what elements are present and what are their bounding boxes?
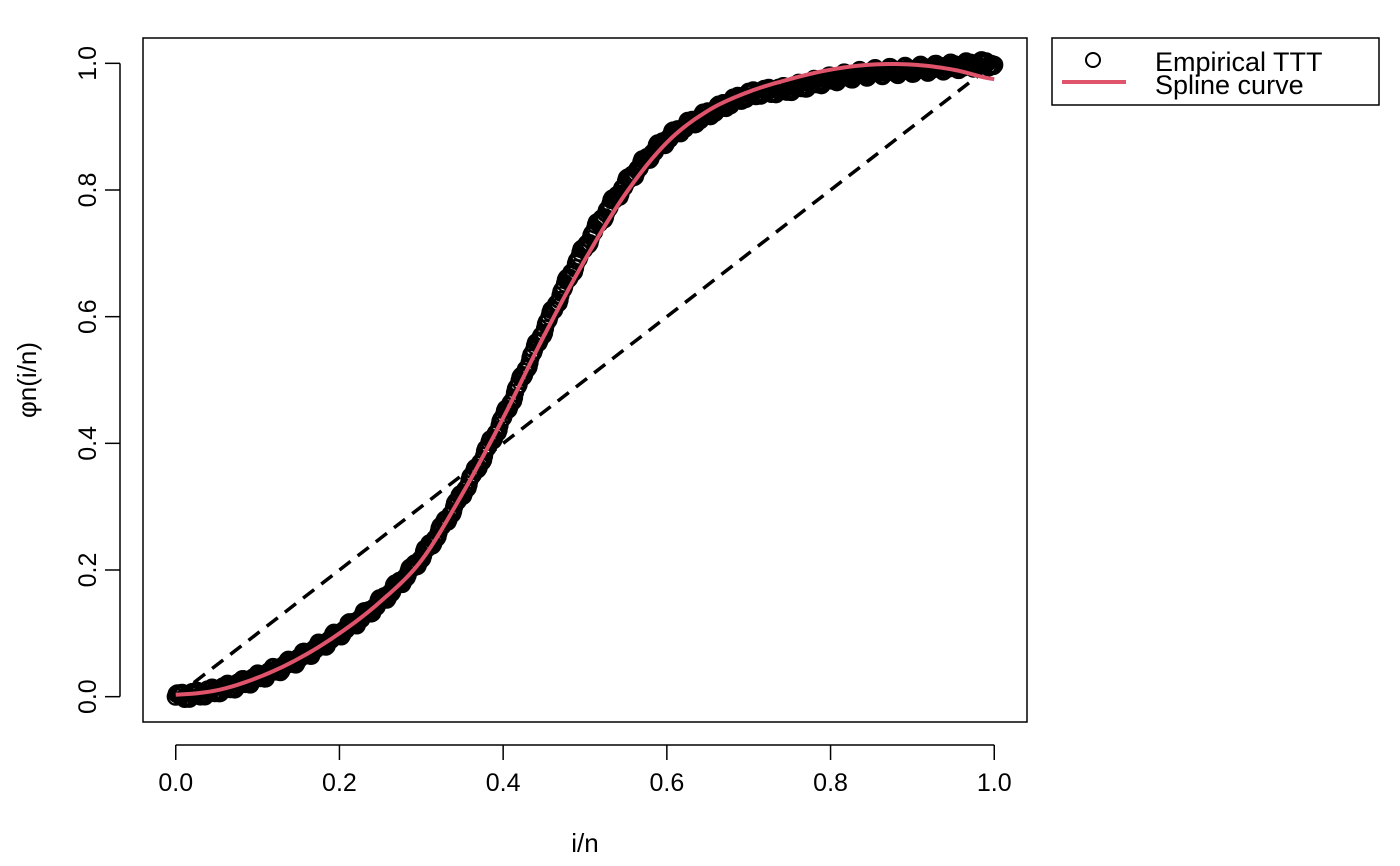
legend-label-empirical: Empirical TTT — [1155, 47, 1323, 77]
reference-line — [174, 61, 996, 699]
legend-marker-empirical — [1085, 52, 1101, 68]
y-tick-label: 0.2 — [74, 553, 102, 588]
spline-path — [175, 61, 995, 697]
x-tick-label: 0.8 — [813, 769, 848, 797]
y-tick-label: 0.0 — [74, 679, 102, 714]
y-tick-label: 0.8 — [74, 173, 102, 208]
y-tick-label: 1.0 — [74, 46, 102, 81]
spline-curve — [175, 61, 995, 697]
legend-box — [1051, 37, 1380, 106]
reference-diagonal — [174, 61, 996, 699]
legend: Empirical TTT Spline curve — [1051, 37, 1380, 106]
y-axis: 0.0 0.2 0.4 0.6 0.8 1.0 — [74, 46, 121, 714]
y-axis-title: φn(i/n) — [12, 342, 42, 418]
x-tick-label: 0.0 — [158, 769, 193, 797]
plot-frame — [142, 37, 1028, 723]
ttt-point — [985, 55, 1004, 74]
x-axis: 0.0 0.2 0.4 0.6 0.8 1.0 — [158, 744, 1012, 797]
x-tick-label: 1.0 — [977, 769, 1012, 797]
y-tick-label: 0.4 — [74, 426, 102, 461]
x-tick-label: 0.6 — [649, 769, 684, 797]
legend-label-spline: Spline curve — [1155, 70, 1304, 100]
x-tick-label: 0.2 — [322, 769, 357, 797]
x-axis-title: i/n — [571, 828, 598, 858]
y-tick-label: 0.6 — [74, 299, 102, 334]
x-tick-label: 0.4 — [486, 769, 521, 797]
